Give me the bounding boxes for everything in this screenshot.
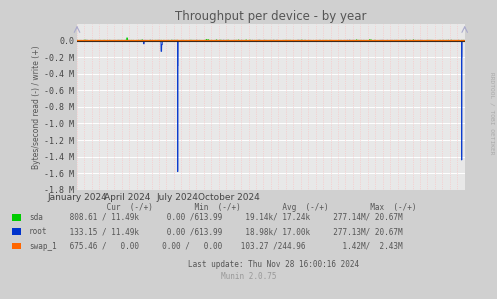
Text: swap_1: swap_1 <box>29 242 57 251</box>
Text: Last update: Thu Nov 28 16:00:16 2024: Last update: Thu Nov 28 16:00:16 2024 <box>188 260 359 269</box>
Y-axis label: Bytes/second read (-) / write (+): Bytes/second read (-) / write (+) <box>32 45 41 169</box>
Title: Throughput per device - by year: Throughput per device - by year <box>175 10 367 23</box>
Text: 675.46 /   0.00     0.00 /   0.00    103.27 /244.96        1.42M/  2.43M: 675.46 / 0.00 0.00 / 0.00 103.27 /244.96… <box>65 242 402 251</box>
Text: root: root <box>29 227 47 236</box>
Text: RRDTOOL / TOBI OETIKER: RRDTOOL / TOBI OETIKER <box>490 72 495 155</box>
Text: Munin 2.0.75: Munin 2.0.75 <box>221 272 276 281</box>
Text: 808.61 / 11.49k      0.00 /613.99     19.14k/ 17.24k     277.14M/ 20.67M: 808.61 / 11.49k 0.00 /613.99 19.14k/ 17.… <box>65 213 402 222</box>
Text: 133.15 / 11.49k      0.00 /613.99     18.98k/ 17.00k     277.13M/ 20.67M: 133.15 / 11.49k 0.00 /613.99 18.98k/ 17.… <box>65 227 402 236</box>
Text: sda: sda <box>29 213 43 222</box>
Text: Cur  (-/+)         Min  (-/+)         Avg  (-/+)         Max  (-/+): Cur (-/+) Min (-/+) Avg (-/+) Max (-/+) <box>65 203 416 212</box>
